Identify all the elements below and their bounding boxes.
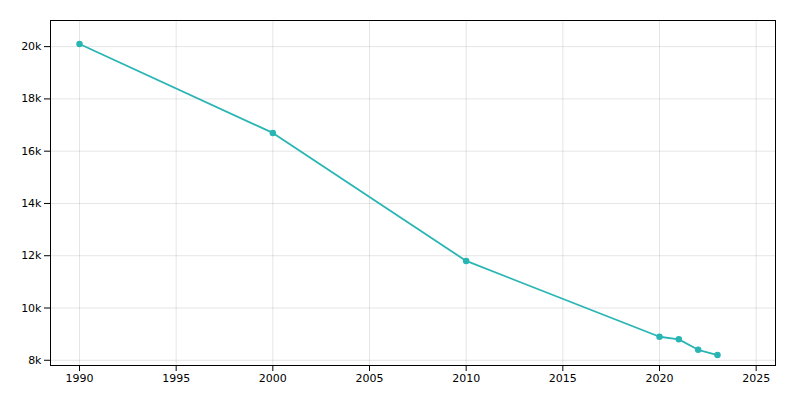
svg-text:8k: 8k xyxy=(28,354,42,367)
svg-text:2005: 2005 xyxy=(356,372,384,385)
svg-text:2015: 2015 xyxy=(549,372,577,385)
svg-text:2020: 2020 xyxy=(646,372,674,385)
svg-text:2025: 2025 xyxy=(742,372,770,385)
svg-text:2010: 2010 xyxy=(452,372,480,385)
svg-text:12k: 12k xyxy=(21,249,42,262)
svg-text:10k: 10k xyxy=(21,302,42,315)
svg-text:16k: 16k xyxy=(21,145,42,158)
svg-text:1995: 1995 xyxy=(162,372,190,385)
svg-text:2000: 2000 xyxy=(259,372,287,385)
svg-text:20k: 20k xyxy=(21,40,42,53)
svg-text:1990: 1990 xyxy=(66,372,94,385)
svg-text:14k: 14k xyxy=(21,197,42,210)
svg-text:18k: 18k xyxy=(21,92,42,105)
